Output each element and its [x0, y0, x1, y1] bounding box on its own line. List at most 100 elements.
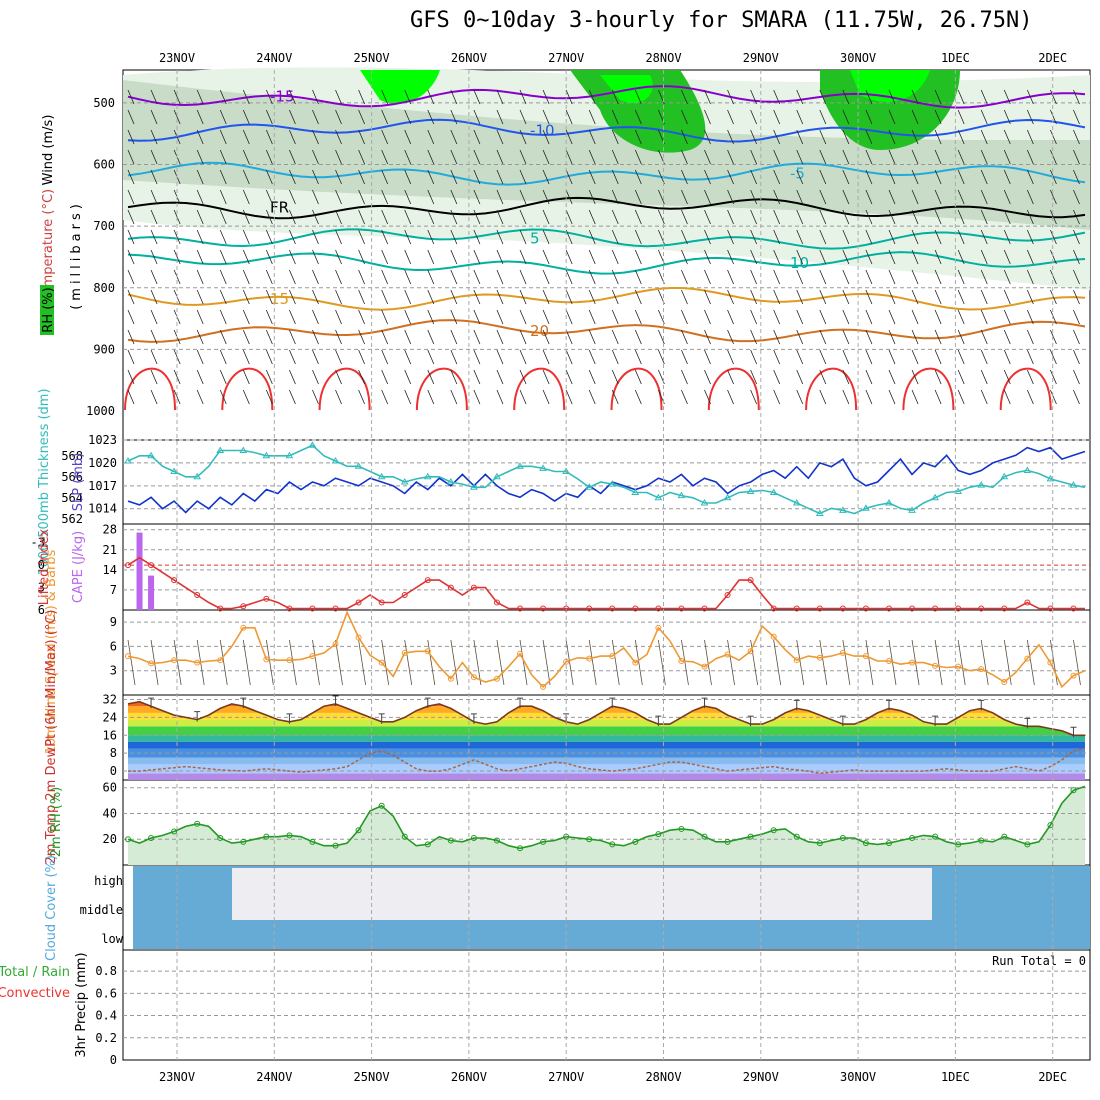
wind-barb: [588, 309, 596, 325]
wind-barb: [289, 309, 296, 325]
wind-barb: [542, 229, 550, 245]
ytick-label: 0: [110, 1053, 117, 1067]
wind-barb: [542, 389, 550, 405]
ytick-label: -3: [31, 536, 45, 550]
wind-barb: [289, 109, 296, 125]
wind-barb: [1003, 329, 1011, 345]
lifted-index-point: [632, 605, 639, 612]
wind-barb: [450, 309, 458, 325]
rh2m-point: [401, 833, 408, 840]
wind-barb: [1003, 129, 1011, 145]
lifted-index-point: [885, 605, 892, 612]
ytick-label: 0.2: [95, 1031, 117, 1045]
xtick-label-bottom: 27NOV: [548, 1070, 584, 1084]
wind-barb: [611, 229, 619, 245]
isotherm-line: [127, 118, 1086, 143]
wind-barb: [704, 189, 711, 205]
wind-barb: [127, 109, 135, 125]
wind-barb: [450, 249, 458, 265]
isotherm-25-line: [415, 367, 468, 411]
lifted-index-point: [240, 603, 247, 610]
wind-barb: [427, 149, 435, 165]
wind-barb: [542, 639, 551, 686]
wind-barb: [588, 189, 596, 205]
wind-barb: [842, 109, 850, 125]
isotherm-line: [127, 319, 1086, 343]
wind-barb: [473, 349, 481, 365]
wind-barb: [658, 189, 665, 205]
rh2m-point: [885, 840, 892, 847]
rh-legend-swatch: [40, 285, 54, 335]
rh-shade-green: [820, 70, 960, 150]
wind-barb: [727, 129, 734, 145]
wind-barb: [219, 169, 227, 185]
wind-barb: [219, 329, 227, 345]
wind-barb: [565, 349, 573, 365]
wind-barb: [957, 109, 965, 125]
wind-barb: [473, 369, 481, 385]
wind-barb: [888, 309, 896, 325]
wind-barb: [427, 369, 435, 385]
wind-barb: [658, 349, 665, 365]
wind-barb: [150, 309, 158, 325]
axis-label-wind10m: 10m Wind Speed (m/s) & Barbs: [44, 549, 59, 754]
wind-barb: [335, 229, 342, 245]
isotherm-label: FR: [270, 199, 289, 217]
wind-barb: [289, 229, 296, 245]
lifted-index-point: [816, 605, 823, 612]
wind-barb: [634, 89, 642, 105]
ytick-label: 28: [103, 523, 117, 537]
wind-barb: [588, 289, 596, 305]
wind-barb: [496, 209, 504, 225]
wind-barb: [519, 349, 527, 365]
wind-barb: [404, 329, 412, 345]
rh2m-point: [932, 833, 939, 840]
wind-barb: [542, 249, 550, 265]
temp-band: [128, 741, 1085, 749]
ytick-label: 14: [103, 563, 117, 577]
lifted-index-point: [125, 562, 131, 569]
wind-barb: [750, 209, 757, 225]
wind-barb: [1026, 129, 1034, 145]
ytick-label: 1023: [88, 433, 117, 447]
wind-barb: [634, 189, 642, 205]
lifted-index-point: [424, 577, 431, 584]
wind-speed-point: [1024, 655, 1031, 662]
xtick-label-top: 29NOV: [743, 51, 779, 65]
minmax-marker: [839, 715, 846, 727]
wind-barb: [289, 149, 296, 165]
wind-barb: [381, 349, 389, 365]
wind-barb: [312, 309, 319, 325]
rh2m-point: [424, 841, 431, 848]
legend-total-rain: Total / Rain: [0, 965, 70, 980]
wind-barb: [865, 129, 873, 145]
wind-barb: [312, 369, 319, 385]
wind-barb: [934, 169, 942, 185]
wind-barb: [265, 129, 273, 145]
wind-barb: [773, 209, 781, 225]
wind-speed-point: [655, 624, 662, 631]
lifted-index-point: [447, 584, 454, 591]
temp-band: [128, 735, 1085, 742]
wind-barb: [335, 169, 342, 185]
thickness-point: [262, 451, 271, 459]
wind-barb: [1003, 309, 1011, 325]
lifted-index-point: [862, 605, 869, 612]
wind-barb: [865, 229, 873, 245]
wind-speed-point: [609, 653, 616, 660]
wind-barb: [1050, 89, 1057, 105]
wind-barb: [796, 269, 804, 285]
wind-barb: [496, 349, 504, 365]
chart-title: GFS 0~10day 3-hourly for SMARA (11.75W, …: [410, 8, 1033, 33]
ytick-label: 0: [110, 764, 117, 778]
wind-barb: [289, 249, 296, 265]
wind-barb: [796, 309, 804, 325]
wind-barb: [681, 369, 688, 385]
lifted-index-point: [724, 592, 731, 599]
wind-barb: [404, 309, 412, 325]
wind-barb: [957, 149, 965, 165]
rh2m-point: [493, 837, 500, 844]
wind-barb: [588, 369, 596, 385]
wind-barb: [819, 109, 827, 125]
wind-barb: [980, 249, 988, 265]
